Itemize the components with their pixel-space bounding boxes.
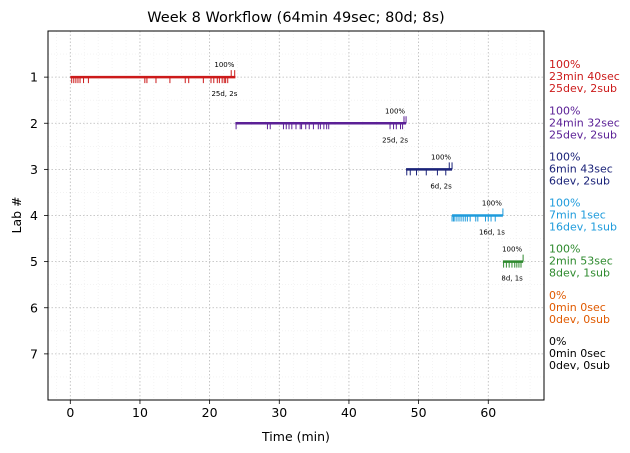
lab-1-percent-label: 100%: [214, 61, 234, 69]
lab-6-side-line: 0dev, 0sub: [549, 313, 610, 326]
lab-5-side-line: 8dev, 1sub: [549, 267, 610, 280]
lab-2-count-label: 25d, 2s: [382, 136, 408, 144]
lab-4-side-line: 7min 1sec: [549, 209, 606, 222]
lab-6-side-line: 0min 0sec: [549, 301, 606, 314]
lab-3-percent-label: 100%: [431, 153, 451, 161]
y-tick-label: 2: [30, 116, 38, 131]
lab-2-side-line: 24min 32sec: [549, 116, 620, 129]
x-tick-label: 0: [66, 405, 74, 420]
lab-5-side-line: 2min 53sec: [549, 255, 613, 268]
lab-2-side-line: 25dev, 2sub: [549, 128, 617, 141]
y-tick-label: 1: [30, 70, 38, 85]
lab-1-side-line: 25dev, 2sub: [549, 82, 617, 95]
lab-5-count-label: 8d, 1s: [501, 275, 523, 283]
lab-3-side-line: 6min 43sec: [549, 162, 613, 175]
x-tick-label: 20: [202, 405, 218, 420]
x-tick-label: 50: [411, 405, 427, 420]
lab-7-side-line: 0min 0sec: [549, 347, 606, 360]
x-tick-label: 10: [132, 405, 148, 420]
lab-5-side-line: 100%: [549, 243, 580, 256]
y-tick-label: 7: [30, 346, 38, 361]
lab-1-count-label: 25d, 2s: [211, 90, 237, 98]
lab-7-side-line: 0dev, 0sub: [549, 359, 610, 372]
lab-6-side-line: 0%: [549, 289, 566, 302]
lab-2-percent-label: 100%: [385, 107, 405, 115]
axes-layer: 0 10 20 30 40 50 60 1 2 3 4 5 6 7: [30, 70, 496, 420]
lab-1-side-line: 100%: [549, 58, 580, 71]
lab-1-side-line: 23min 40sec: [549, 70, 620, 83]
lab-3-side-line: 100%: [549, 150, 580, 163]
x-tick-label: 30: [271, 405, 287, 420]
lab-2-side-line: 100%: [549, 104, 580, 117]
lab-7-side-line: 0%: [549, 335, 566, 348]
chart-title: Week 8 Workflow (64min 49sec; 80d; 8s): [147, 10, 444, 26]
y-tick-label: 5: [30, 254, 38, 269]
y-axis-label: Lab #: [9, 196, 24, 233]
bars-layer: 100% 25d, 2s 100% 25d, 2s 100% 6d, 2s 100% 16d,…: [70, 61, 524, 283]
y-tick-label: 6: [30, 300, 38, 315]
x-axis-label: Time (min): [261, 429, 330, 444]
x-tick-label: 40: [341, 405, 357, 420]
lab-3-count-label: 6d, 2s: [430, 182, 452, 190]
lab-4-side-line: 16dev, 1sub: [549, 221, 617, 234]
lab-4-side-line: 100%: [549, 197, 580, 210]
lab-3-side-line: 6dev, 2sub: [549, 174, 610, 187]
lab-5-percent-label: 100%: [502, 246, 522, 254]
lab-4-count-label: 16d, 1s: [479, 229, 505, 237]
y-tick-label: 3: [30, 162, 38, 177]
y-tick-label: 4: [30, 208, 38, 223]
x-tick-label: 60: [480, 405, 496, 420]
lab-4-percent-label: 100%: [482, 200, 502, 208]
